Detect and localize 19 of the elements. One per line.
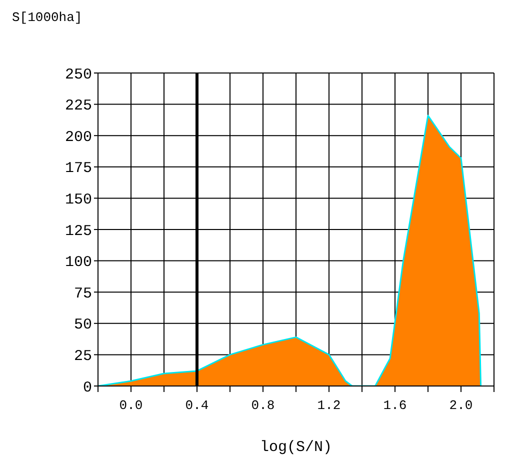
- y-tick-label: 25: [74, 348, 92, 366]
- y-tick-label: 125: [64, 222, 92, 240]
- x-tick-label: 0.0: [119, 398, 143, 414]
- y-axis-title: S[1000ha]: [12, 10, 82, 25]
- x-axis-title: log(S/N): [260, 439, 332, 456]
- x-tick-label: 0.4: [185, 398, 209, 414]
- y-tick-label: 100: [64, 254, 92, 272]
- y-tick-label: 75: [74, 285, 92, 302]
- y-tick-label: 225: [64, 98, 92, 115]
- x-tick-label: 2.0: [449, 398, 473, 414]
- x-tick-label: 0.8: [251, 398, 275, 414]
- y-tick-label: 150: [64, 192, 92, 209]
- y-tick-label: 175: [64, 160, 92, 178]
- x-tick-label: 1.2: [317, 398, 341, 414]
- y-tick-label: 200: [64, 128, 92, 146]
- x-tick-label: 1.6: [383, 398, 407, 414]
- y-tick-label: 0: [82, 379, 92, 396]
- y-tick-label: 50: [74, 316, 92, 334]
- y-tick-label: 250: [64, 66, 92, 84]
